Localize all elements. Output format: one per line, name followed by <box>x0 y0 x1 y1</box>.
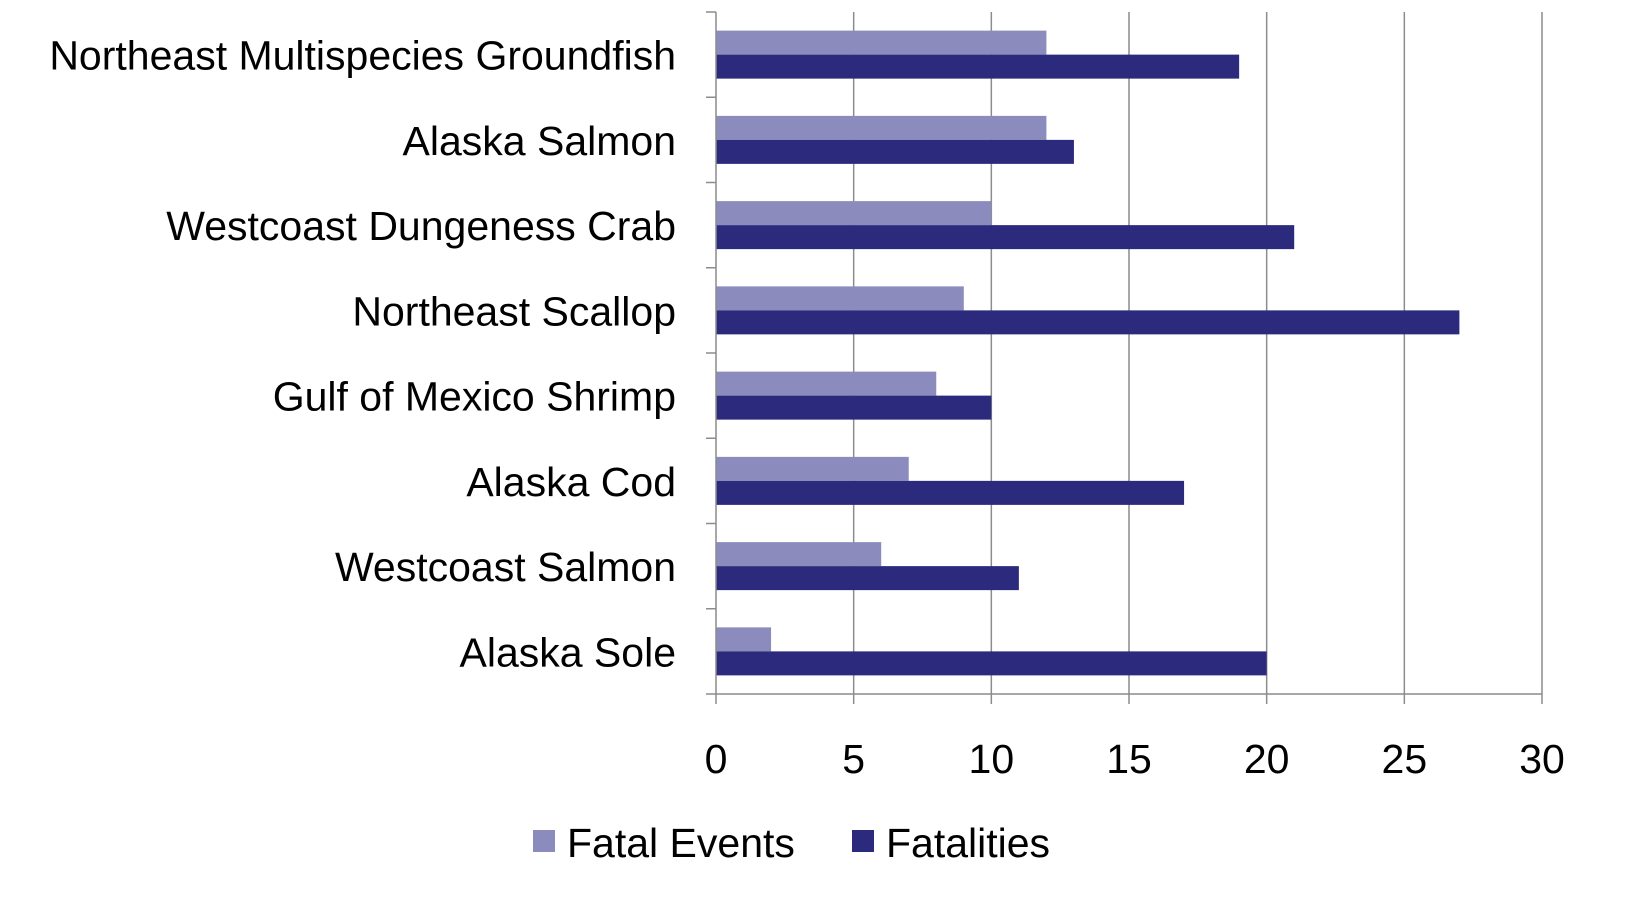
bar-fatalities <box>716 139 1074 164</box>
x-tick-label: 0 <box>705 736 728 782</box>
legend-label: Fatalities <box>886 820 1050 866</box>
x-tick-label: 30 <box>1519 736 1565 782</box>
bar-fatalities <box>716 225 1295 250</box>
bar-fatalities <box>716 480 1185 505</box>
bar-fatal-events <box>716 542 882 567</box>
bar-fatal-events <box>716 456 909 481</box>
category-label: Alaska Salmon <box>403 118 676 164</box>
x-tick-label: 5 <box>842 736 865 782</box>
x-tick-label: 10 <box>969 736 1015 782</box>
category-label: Northeast Scallop <box>352 288 676 334</box>
bar-fatalities <box>716 395 992 420</box>
category-labels: Northeast Multispecies Groundfish Alaska … <box>49 33 676 676</box>
bar-fatalities <box>716 566 1019 591</box>
bar-fatal-events <box>716 30 1047 55</box>
bar-fatalities <box>716 651 1267 676</box>
category-label: Westcoast Salmon <box>335 544 676 590</box>
bar-fatal-events <box>716 371 937 396</box>
x-tick-labels: 0 5 10 15 20 25 30 <box>705 736 1565 782</box>
legend: Fatal Events Fatalities <box>533 820 1050 866</box>
category-label: Alaska Cod <box>466 459 676 505</box>
category-label: Gulf of Mexico Shrimp <box>273 374 676 420</box>
x-tick-label: 25 <box>1382 736 1428 782</box>
bar-fatal-events <box>716 286 964 311</box>
bars <box>716 30 1460 676</box>
category-label: Northeast Multispecies Groundfish <box>49 33 676 79</box>
bar-fatalities <box>716 54 1240 79</box>
bar-fatal-events <box>716 627 772 652</box>
legend-swatch <box>852 830 874 852</box>
legend-swatch <box>533 830 555 852</box>
category-label: Alaska Sole <box>459 629 676 675</box>
gridlines <box>852 12 1543 694</box>
x-tick-label: 15 <box>1106 736 1152 782</box>
bar-fatal-events <box>716 201 992 226</box>
x-tick-label: 20 <box>1244 736 1290 782</box>
axes <box>706 11 1543 704</box>
bar-fatal-events <box>716 115 1047 140</box>
bar-fatalities <box>716 310 1460 335</box>
legend-label: Fatal Events <box>567 820 795 866</box>
category-label: Westcoast Dungeness Crab <box>166 203 676 249</box>
